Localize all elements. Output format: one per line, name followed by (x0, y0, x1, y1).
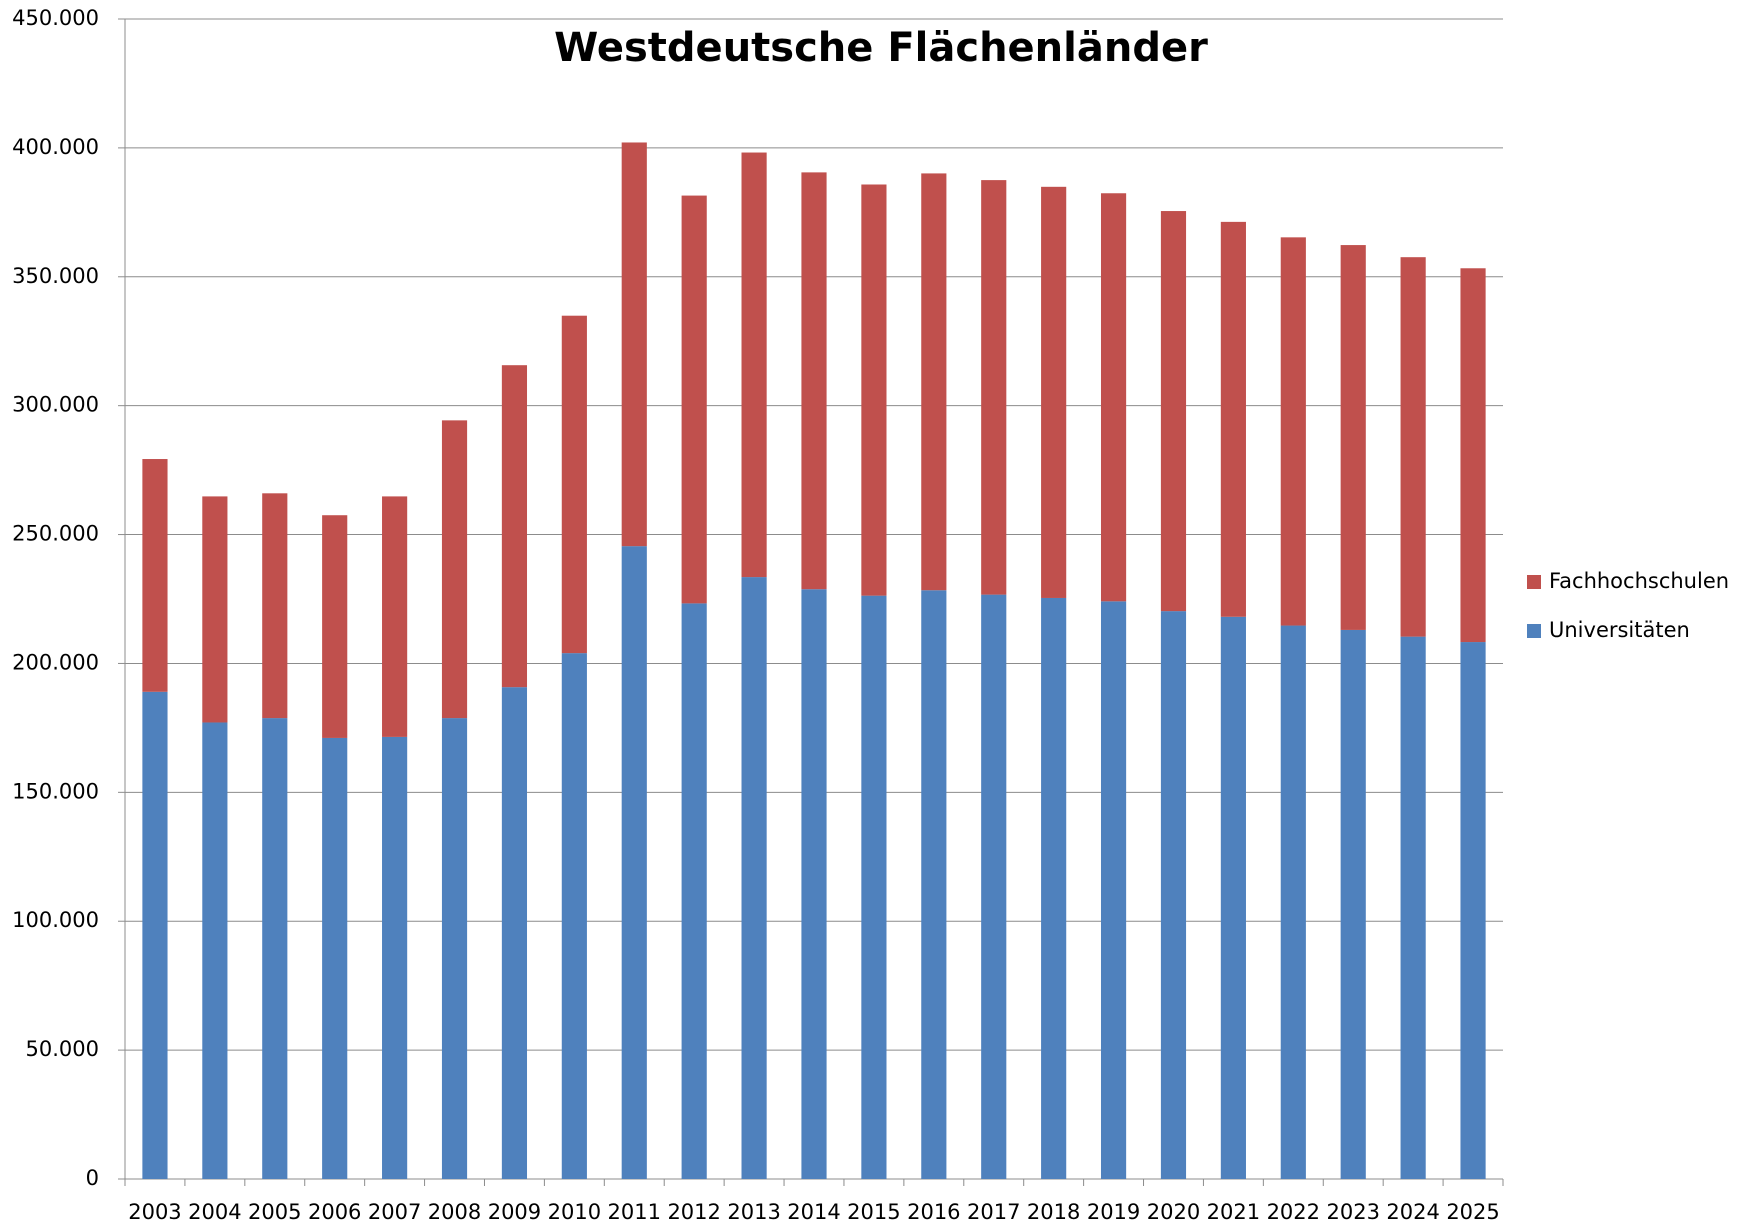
legend-swatch (1527, 575, 1541, 589)
y-tick-label: 400.000 (12, 135, 99, 159)
bar-segment (1220, 221, 1246, 617)
bar-segment (501, 365, 528, 688)
legend-swatch (1527, 624, 1541, 638)
bar-segment (1460, 268, 1486, 643)
x-tick-label: 2023 (1326, 1200, 1379, 1224)
bar-segment (861, 595, 887, 1179)
bar-segment (1460, 642, 1486, 1179)
x-tick-label: 2010 (548, 1200, 601, 1224)
bar-segment (202, 722, 228, 1179)
bar-segment (322, 515, 348, 738)
bar-segment (1280, 237, 1306, 626)
bar-segment (801, 589, 827, 1179)
bar-segment (981, 594, 1007, 1179)
x-tick-label: 2016 (907, 1200, 960, 1224)
y-tick-label: 350.000 (12, 264, 99, 288)
bar-segment (382, 496, 408, 737)
x-tick-label: 2022 (1267, 1200, 1320, 1224)
bar-segment (1160, 211, 1187, 612)
bar-segment (1400, 636, 1426, 1179)
bar-segment (142, 459, 168, 692)
y-tick-label: 300.000 (12, 393, 99, 417)
y-tick-label: 150.000 (12, 779, 99, 803)
bar-segment (1340, 245, 1366, 630)
bar-segment (202, 496, 228, 723)
y-tick-label: 100.000 (12, 908, 99, 932)
bar-segment (921, 590, 947, 1179)
bar-segment (1100, 601, 1127, 1179)
x-tick-label: 2025 (1446, 1200, 1499, 1224)
bar-segment (382, 736, 408, 1179)
bar-segment (1100, 193, 1127, 602)
bar-segment (621, 142, 647, 547)
y-tick-label: 0 (86, 1166, 99, 1190)
x-tick-label: 2024 (1386, 1200, 1439, 1224)
x-tick-label: 2013 (727, 1200, 780, 1224)
bar-segment (322, 737, 348, 1179)
x-tick-label: 2007 (368, 1200, 421, 1224)
bar-segment (262, 718, 288, 1179)
x-tick-label: 2006 (308, 1200, 361, 1224)
x-tick-label: 2015 (847, 1200, 900, 1224)
x-tick-label: 2012 (667, 1200, 720, 1224)
bar-segment (561, 315, 587, 654)
bar-segment (741, 577, 767, 1179)
x-tick-label: 2020 (1147, 1200, 1200, 1224)
bar-segment (262, 493, 288, 719)
y-tick-label: 250.000 (12, 522, 99, 546)
y-tick-label: 200.000 (12, 650, 99, 674)
bar-segment (1340, 629, 1366, 1179)
bar-segment (621, 546, 647, 1179)
bar-segment (1220, 616, 1246, 1179)
x-tick-label: 2017 (967, 1200, 1020, 1224)
bar-segment (921, 173, 947, 591)
x-tick-label: 2018 (1027, 1200, 1080, 1224)
x-tick-label: 2014 (787, 1200, 840, 1224)
bar-segment (441, 420, 468, 719)
x-tick-label: 2021 (1207, 1200, 1260, 1224)
bar-segment (981, 180, 1007, 595)
bar-segment (142, 691, 168, 1179)
x-tick-label: 2005 (248, 1200, 301, 1224)
bar-segment (861, 184, 887, 596)
legend-label: Universitäten (1549, 618, 1690, 642)
bar-segment (1160, 611, 1187, 1179)
bar-segment (1400, 257, 1426, 637)
chart-title: Westdeutsche Flächenländer (554, 25, 1208, 71)
bar-segment (741, 152, 767, 578)
bar-segment (441, 718, 468, 1179)
x-tick-label: 2019 (1087, 1200, 1140, 1224)
y-tick-label: 50.000 (26, 1037, 99, 1061)
bar-segment (561, 653, 587, 1179)
bar-segment (1041, 597, 1067, 1179)
legend-label: Fachhochschulen (1549, 569, 1729, 593)
x-tick-label: 2003 (128, 1200, 181, 1224)
x-tick-label: 2004 (188, 1200, 241, 1224)
y-tick-label: 450.000 (12, 6, 99, 30)
x-tick-label: 2009 (488, 1200, 541, 1224)
bar-segment (681, 195, 707, 604)
bar-segment (801, 172, 827, 590)
bar-segment (1280, 625, 1306, 1179)
x-tick-label: 2011 (608, 1200, 661, 1224)
bar-segment (501, 687, 528, 1179)
x-tick-label: 2008 (428, 1200, 481, 1224)
bar-segment (681, 603, 707, 1179)
bar-segment (1041, 186, 1067, 598)
